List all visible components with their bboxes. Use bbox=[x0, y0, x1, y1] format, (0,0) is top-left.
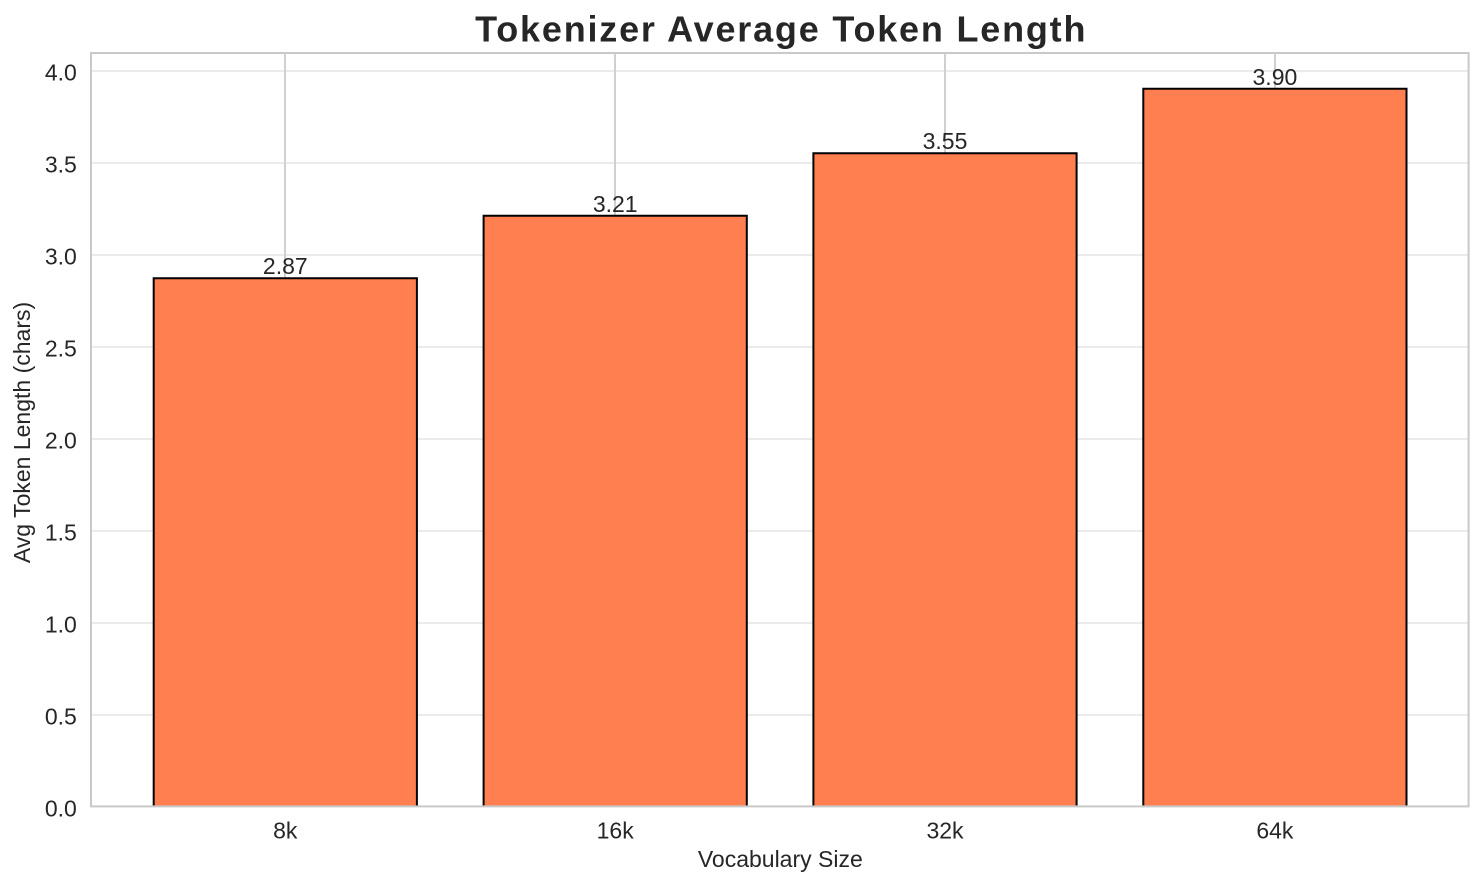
svg-text:64k: 64k bbox=[1256, 818, 1294, 844]
svg-text:1.5: 1.5 bbox=[45, 519, 77, 545]
svg-text:3.21: 3.21 bbox=[593, 191, 638, 217]
svg-text:3.0: 3.0 bbox=[45, 243, 77, 269]
svg-text:4.0: 4.0 bbox=[45, 59, 77, 85]
svg-text:2.87: 2.87 bbox=[263, 253, 308, 279]
svg-text:Avg Token Length (chars): Avg Token Length (chars) bbox=[9, 302, 35, 563]
svg-text:2.0: 2.0 bbox=[45, 427, 77, 453]
svg-text:3.5: 3.5 bbox=[45, 151, 77, 177]
svg-text:2.5: 2.5 bbox=[45, 335, 77, 361]
svg-text:Tokenizer Average Token Length: Tokenizer Average Token Length bbox=[475, 8, 1087, 49]
svg-text:Vocabulary Size: Vocabulary Size bbox=[698, 846, 863, 872]
svg-text:0.5: 0.5 bbox=[45, 703, 77, 729]
svg-text:32k: 32k bbox=[926, 818, 964, 844]
svg-text:3.55: 3.55 bbox=[923, 128, 968, 154]
svg-text:8k: 8k bbox=[273, 818, 298, 844]
svg-text:0.0: 0.0 bbox=[45, 795, 77, 821]
svg-text:16k: 16k bbox=[597, 818, 635, 844]
svg-text:1.0: 1.0 bbox=[45, 611, 77, 637]
svg-text:3.90: 3.90 bbox=[1253, 64, 1298, 90]
